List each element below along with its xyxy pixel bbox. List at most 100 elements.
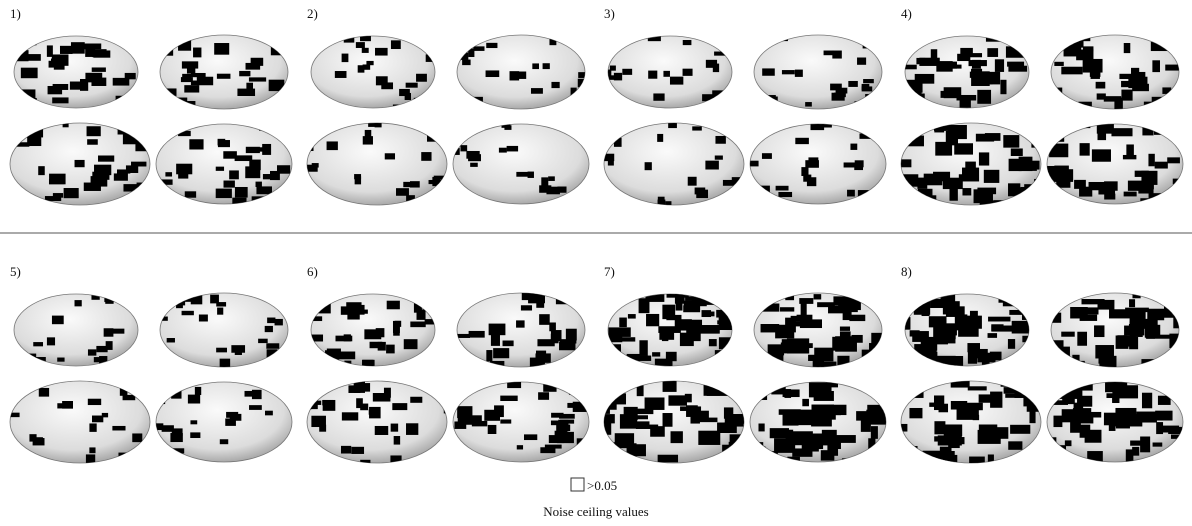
patch [1158,309,1176,318]
patch [368,123,377,127]
patch [530,88,543,94]
patch [1077,395,1093,407]
patch [91,415,104,423]
patch [341,53,349,63]
patch [801,343,813,349]
patch [967,348,978,364]
patch [715,354,732,366]
patch [812,356,825,367]
patch [180,77,193,83]
patch [362,359,374,366]
patch [905,64,917,70]
patch [176,163,193,175]
patch [830,83,842,91]
brain [1050,292,1180,368]
patch [567,101,577,109]
patch [870,426,878,439]
patch [111,294,119,300]
patch [965,161,976,174]
patch [998,294,1017,303]
patch [1126,144,1134,159]
patch [836,435,856,443]
patch [1057,38,1068,50]
patch [608,36,615,42]
patch [1152,60,1160,73]
patch [1132,446,1140,456]
patch [1146,334,1170,339]
patch [74,300,82,307]
patch [156,188,160,194]
patch [1143,101,1162,109]
patch [506,145,519,152]
patch [782,389,800,398]
panel-label: 5) [10,264,21,279]
brain [13,35,139,109]
patch [457,349,466,361]
patch [307,143,314,151]
brain [900,122,1042,206]
patch [364,129,372,138]
patch [322,399,336,411]
brain [306,122,448,206]
patch [775,324,795,339]
patch [341,412,359,421]
patch [554,430,568,438]
panel: 5) [9,264,293,464]
patch [117,128,126,135]
patch [724,414,744,424]
patch [101,412,109,418]
patch [802,398,809,407]
patch [871,332,882,348]
patch [542,63,550,70]
patch [167,35,175,39]
patch [723,407,734,419]
activation-patches [156,124,291,204]
patch [683,300,694,312]
patch [190,80,199,86]
patch [823,50,834,56]
panel: 6) [306,264,590,464]
patch [1141,170,1158,185]
patch [1019,187,1029,203]
patch [1172,358,1179,365]
patch [453,382,468,390]
patch [822,353,833,358]
patch [849,314,866,322]
patch [112,77,130,86]
patch [608,69,612,77]
patch [160,316,168,321]
panel-label: 7) [604,264,615,279]
patch [386,300,400,310]
patch [999,361,1023,366]
patch [119,387,128,396]
cortex-surface [753,34,883,110]
patch [609,193,616,200]
patch [821,124,832,128]
patch [70,42,85,54]
patch [909,407,923,419]
patch [857,57,867,65]
brain [155,123,293,205]
patch [1082,46,1094,52]
patch [182,73,192,80]
panel: 4) [900,6,1184,206]
patch [663,70,670,77]
patch [467,362,480,367]
patch [828,305,847,314]
patch [278,100,288,109]
patch [550,420,569,426]
patch [393,324,400,336]
patch [549,322,556,332]
patch [758,423,765,432]
patch [557,186,567,193]
patch [570,106,582,109]
patch [692,126,702,131]
patch [493,348,510,359]
patch [340,445,352,454]
patch [485,70,500,78]
patch [1097,131,1107,141]
patch [250,57,264,66]
patch [632,355,652,361]
patch [657,196,665,204]
